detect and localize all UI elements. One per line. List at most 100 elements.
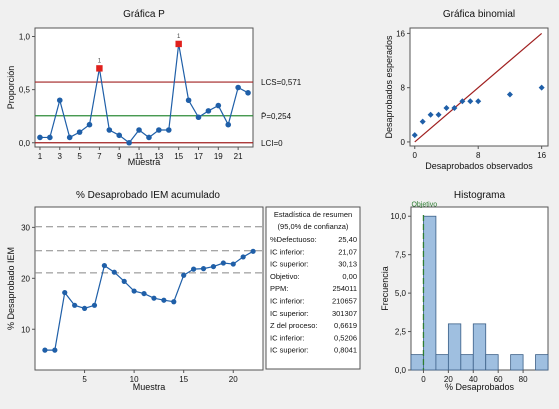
histogram-bar — [510, 354, 524, 371]
summary-row-value: 0,00 — [342, 272, 357, 281]
p-chart-xtick-label: 21 — [234, 152, 243, 161]
cumulative-point — [191, 266, 197, 272]
p-chart-ytick-label: 0,5 — [19, 86, 31, 95]
cumulative-ylabel: % Desaprobado IEM — [6, 247, 16, 330]
binomial-point — [419, 118, 426, 125]
summary-row-value: 301307 — [332, 309, 357, 318]
cumulative-point — [141, 290, 147, 297]
p-chart-point-out-of-control — [96, 65, 103, 72]
cumulative-point — [220, 260, 226, 266]
histogram-xtick-label: 80 — [519, 375, 528, 384]
histogram-xtick-label: 0 — [421, 375, 426, 384]
p-chart-xtick-label: 9 — [117, 152, 122, 161]
binomial-point — [475, 98, 482, 105]
summary-row-label: IC inferior: — [270, 247, 305, 256]
histogram-ytick-label: 10,0 — [390, 212, 406, 221]
binomial-point — [443, 105, 450, 112]
cumulative-point — [121, 278, 127, 284]
cumulative-ytick-label: 10 — [21, 325, 30, 334]
histogram-bar — [460, 354, 474, 371]
histogram-ytick-label: 0,0 — [395, 366, 407, 375]
summary-row-label: PPM: — [270, 284, 288, 293]
binomial-point — [451, 105, 458, 112]
p-chart-point — [86, 121, 93, 128]
binomial-point — [435, 111, 442, 118]
cumulative-point — [52, 347, 58, 353]
binomial-xtick-label: 8 — [476, 151, 481, 160]
p-chart-point-out-of-control — [175, 40, 182, 48]
cumulative-point — [181, 272, 187, 278]
cumulative-point — [81, 305, 88, 311]
cumulative-point — [131, 288, 137, 294]
summary-box — [265, 206, 361, 370]
cumulative-point — [62, 289, 68, 296]
p-chart-xtick-label: 19 — [214, 152, 223, 161]
p-chart-point — [66, 134, 73, 141]
binomial-ytick-label: 0 — [401, 138, 406, 147]
p-chart-xtick-label: 15 — [174, 152, 183, 161]
p-chart-point — [126, 139, 132, 146]
histogram-ylabel: Frecuencia — [380, 266, 390, 311]
p-chart-point — [245, 90, 251, 96]
p-chart-ytick-label: 1,0 — [19, 33, 31, 42]
p-chart-xtick-label: 5 — [77, 152, 82, 161]
histogram-xtick-label: 40 — [469, 375, 478, 384]
binomial-reference-line — [414, 32, 543, 143]
summary-row-label: IC superior: — [270, 309, 309, 318]
binomial-xlabel: Desaprobados observados — [425, 161, 533, 171]
binomial-point — [411, 132, 418, 139]
summary-row-value: 0,5206 — [334, 333, 357, 342]
cumulative-series-line — [44, 250, 254, 351]
summary-row-label: IC superior: — [270, 346, 309, 355]
p-chart-ytick-label: 0,0 — [19, 139, 31, 148]
summary-row-value: 0,8041 — [334, 346, 357, 355]
p-chart-xtick-label: 13 — [154, 152, 163, 161]
cumulative-title: % Desaprobado IEM acumulado — [76, 190, 220, 201]
histogram-bar — [447, 323, 462, 371]
summary-box-subtitle: (95,0% de confianza) — [278, 222, 349, 231]
p-chart-series-line — [39, 43, 249, 144]
summary-row-value: 30,13 — [338, 260, 357, 269]
summary-row-label: Z del proceso: — [270, 321, 318, 330]
histogram-target-label: Objetivo — [411, 202, 437, 209]
histogram-ytick-label: 5,0 — [395, 289, 407, 298]
histogram-bar — [472, 323, 487, 371]
cumulative-ytick-label: 20 — [21, 274, 30, 283]
p-chart-ooc-marker: 1 — [98, 58, 102, 64]
histogram-bar — [410, 354, 424, 371]
p-chart-limit-label-p: P̄=0,254 — [261, 112, 292, 121]
cumulative-xtick-label: 10 — [130, 375, 139, 384]
cumulative-point — [200, 266, 207, 272]
p-chart-point — [205, 108, 212, 114]
p-chart-point — [185, 97, 192, 104]
p-chart-plot-area — [34, 27, 254, 148]
p-chart-xtick-label: 3 — [58, 152, 63, 161]
p-chart-title: Gráfica P — [123, 9, 165, 20]
summary-row-label: Objetivo: — [270, 272, 300, 281]
cumulative-point — [230, 261, 236, 267]
p-chart-limit-label-lci: LCI=0 — [261, 139, 283, 148]
summary-row-value: 21,07 — [338, 247, 357, 256]
cumulative-point — [210, 263, 217, 270]
cumulative-point — [91, 302, 98, 308]
p-chart-ylabel: Proporción — [6, 66, 16, 110]
summary-row-label: %Defectuoso: — [270, 235, 317, 244]
cumulative-plot-area — [34, 206, 264, 371]
cumulative-xtick-label: 15 — [179, 375, 188, 384]
cumulative-point — [161, 297, 167, 303]
p-chart-point — [116, 132, 123, 139]
histogram-xtick-label: 20 — [444, 375, 453, 384]
cumulative-ytick-label: 30 — [21, 223, 30, 232]
histogram-xlabel: % Desaprobados — [445, 382, 515, 392]
binomial-ylabel: Desaprobados esperados — [384, 35, 394, 139]
p-chart-point — [37, 134, 43, 141]
binomial-ytick-label: 8 — [401, 84, 406, 93]
binomial-ytick-label: 16 — [396, 29, 405, 38]
histogram-bar — [485, 354, 499, 371]
histogram-bar — [535, 354, 549, 371]
summary-row-label: IC inferior: — [270, 333, 305, 342]
cumulative-point — [111, 269, 117, 275]
p-chart-point — [136, 127, 142, 133]
